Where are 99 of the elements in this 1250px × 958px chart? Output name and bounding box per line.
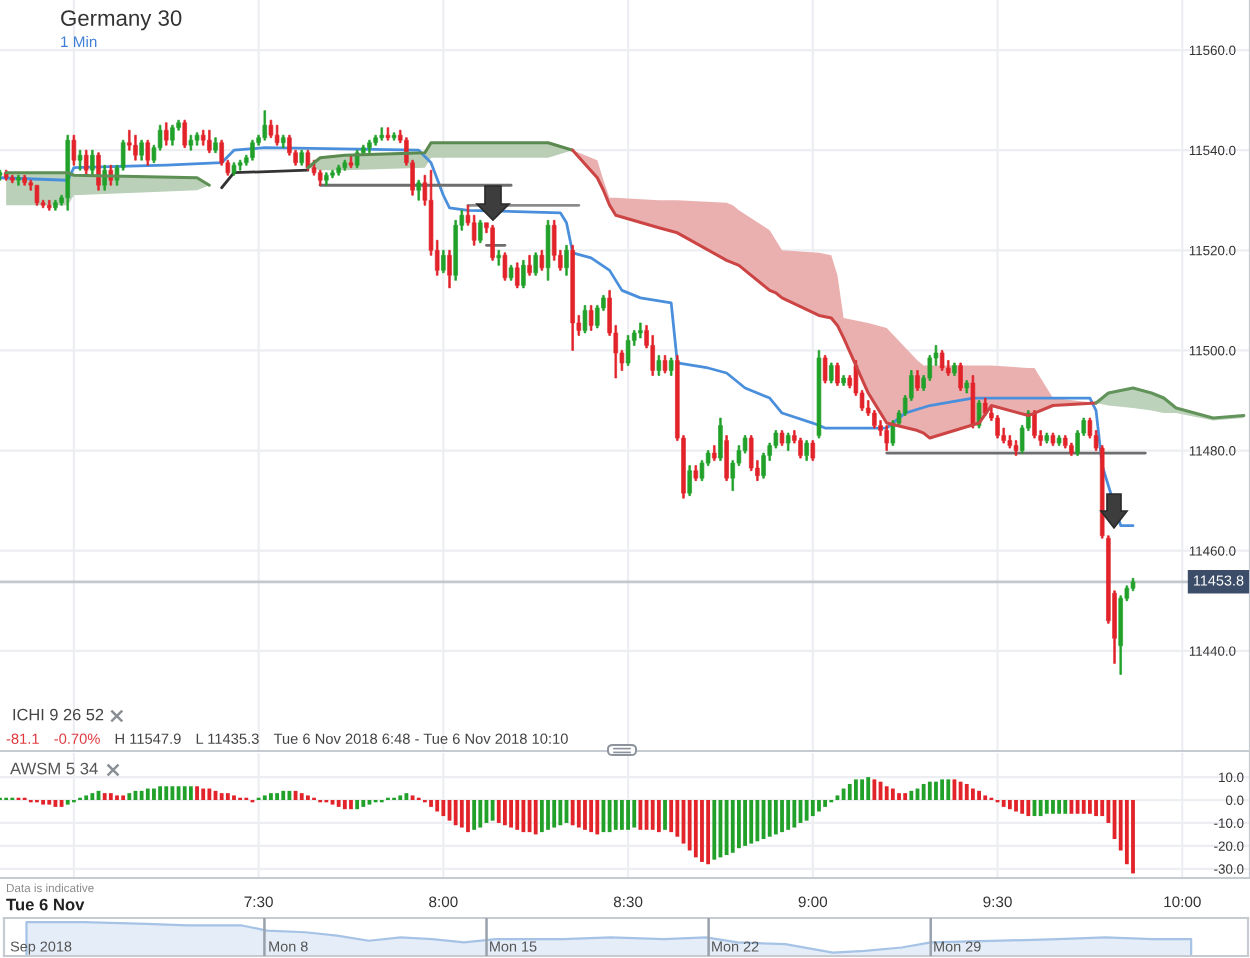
candlestick [379, 127, 385, 141]
candlestick [502, 252, 508, 281]
candlestick [952, 362, 957, 376]
candlestick [145, 139, 151, 166]
candlestick [385, 127, 391, 141]
candlestick [10, 174, 15, 184]
candlestick [835, 362, 840, 386]
candlestick [804, 440, 809, 461]
candlestick [496, 249, 502, 266]
candlestick [182, 119, 187, 149]
candlestick [668, 357, 674, 376]
chart-title: AWSM 5 34 [10, 762, 98, 775]
candlestick [810, 440, 816, 461]
candlestick [656, 355, 662, 376]
candlestick [514, 262, 520, 289]
candlestick [1044, 432, 1050, 444]
candlestick [1056, 435, 1062, 446]
candlestick [693, 465, 699, 481]
candlestick [625, 335, 631, 366]
candlestick [194, 132, 200, 146]
candlestick [416, 179, 421, 201]
candlestick [188, 134, 194, 151]
candlestick [508, 265, 514, 281]
candlestick [687, 465, 692, 497]
candlestick [964, 380, 970, 394]
candlestick [829, 362, 834, 384]
candlestick [785, 432, 791, 451]
candlestick [330, 169, 335, 179]
candlestick [299, 149, 304, 166]
candlestick [533, 252, 538, 276]
candlestick [1013, 440, 1019, 456]
candlestick [718, 417, 723, 461]
candlestick [564, 244, 569, 276]
candlestick [995, 415, 1000, 439]
candlestick [170, 124, 175, 146]
candlestick [231, 162, 237, 176]
candlestick [816, 350, 822, 439]
candlestick [1007, 435, 1013, 449]
candlestick [34, 184, 40, 206]
candlestick [164, 122, 169, 146]
chart-title: Germany 30 [61, 10, 182, 31]
candlestick [22, 174, 27, 186]
candlestick [527, 254, 532, 276]
candlestick [958, 362, 963, 391]
candlestick [342, 159, 348, 171]
candlestick [539, 249, 545, 271]
text: Tue 6 Nov [6, 898, 85, 911]
candlestick [65, 134, 70, 211]
candlestick [280, 134, 286, 149]
candlestick [1063, 435, 1068, 449]
candlestick [237, 159, 243, 171]
candlestick [83, 149, 89, 176]
candlestick [779, 430, 785, 446]
candlestick [478, 219, 483, 244]
candlestick [712, 445, 717, 461]
candlestick [970, 375, 976, 429]
candlestick [798, 437, 803, 459]
candlestick [521, 260, 526, 289]
candlestick [724, 435, 729, 481]
candlestick [545, 219, 551, 281]
candlestick [373, 134, 378, 146]
candlestick [884, 425, 889, 451]
candlestick [336, 164, 341, 176]
candlestick [367, 139, 372, 154]
candlestick [71, 134, 77, 166]
candlestick [1069, 442, 1074, 456]
candlestick [16, 174, 21, 186]
candlestick [915, 370, 920, 391]
candlestick [268, 119, 274, 139]
candlestick [262, 110, 268, 141]
candlestick [841, 375, 846, 386]
candlestick [139, 139, 144, 161]
candlestick [47, 199, 52, 211]
annotation: ICHI 9 26 52 [13, 708, 104, 721]
candlestick [391, 132, 397, 141]
candlestick [822, 355, 828, 384]
candlestick [490, 224, 495, 261]
candlestick [441, 249, 446, 274]
candlestick [582, 305, 588, 334]
candlestick [96, 152, 101, 191]
candlestick [53, 199, 58, 211]
candlestick [1050, 432, 1056, 446]
candlestick [213, 137, 218, 154]
candlestick [324, 172, 329, 186]
candlestick [90, 149, 95, 176]
candlestick [274, 124, 280, 146]
candlestick [570, 244, 575, 351]
candlestick [588, 305, 594, 331]
candlestick [939, 350, 945, 371]
candlestick [662, 355, 668, 374]
line-series [0, 146, 1135, 528]
candlestick [250, 139, 255, 161]
candlestick [207, 129, 212, 154]
candlestick [200, 129, 206, 146]
candlestick [638, 322, 643, 339]
candlestick [133, 134, 138, 161]
line-series [4, 171, 211, 187]
candlestick [447, 249, 452, 289]
candlestick [77, 149, 83, 171]
